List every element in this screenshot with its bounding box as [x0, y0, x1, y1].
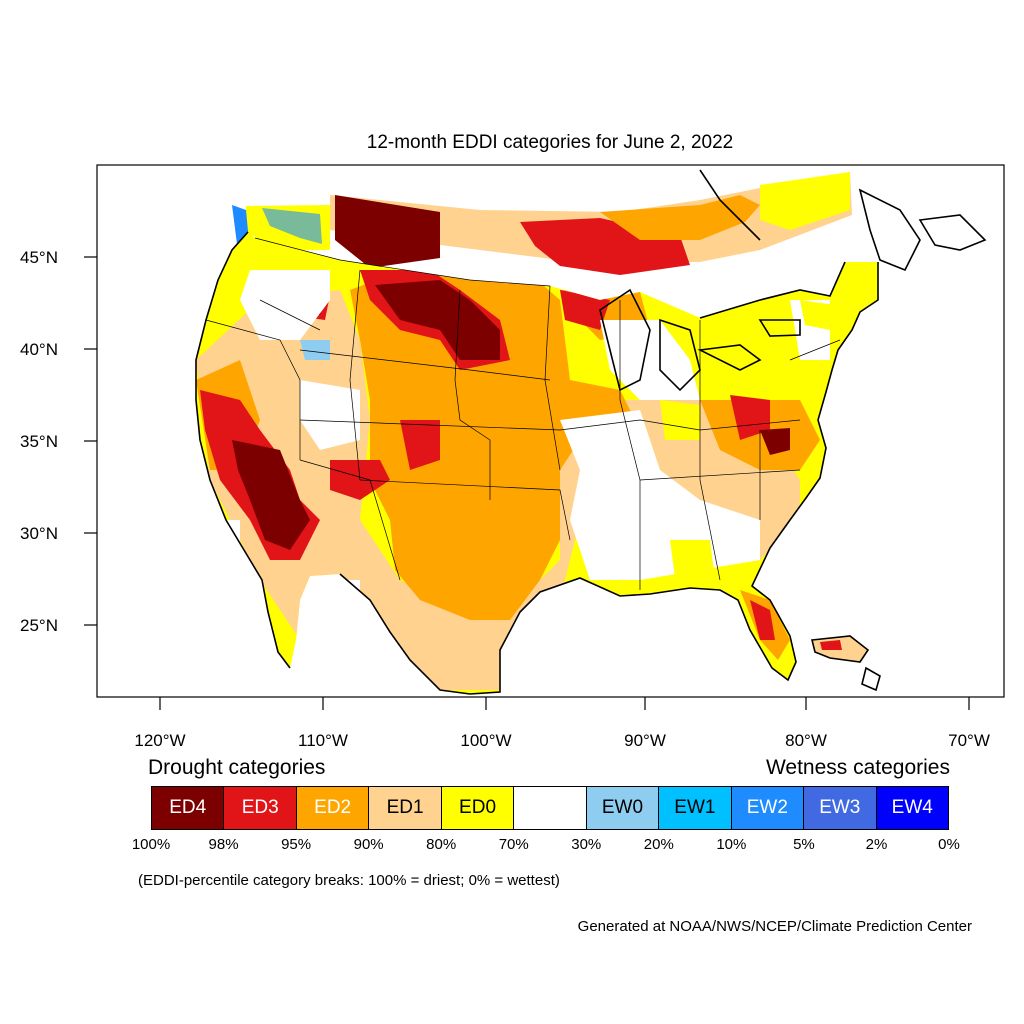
legend-cell-ed2: ED2: [296, 787, 370, 829]
legend-cell-ew3: EW3: [804, 787, 877, 829]
category-breaks-note: (EDDI-percentile category breaks: 100% =…: [138, 872, 560, 889]
legend-cell-ed4: ED4: [152, 787, 225, 829]
percent-break-label: 98%: [208, 836, 239, 853]
legend-cell-ed0: ED0: [441, 787, 515, 829]
percent-break-label: 5%: [793, 836, 815, 853]
drought-heading: Drought categories: [148, 756, 326, 779]
legend-cell-ew0: EW0: [586, 787, 660, 829]
credit-line: Generated at NOAA/NWS/NCEP/Climate Predi…: [577, 918, 972, 935]
lat-label-40: 40°N: [20, 340, 58, 359]
percent-break-label: 2%: [865, 836, 888, 853]
legend-colorbar: ED4 ED3 ED2 ED1 ED0 EW0 EW1 EW2 EW3 EW4: [151, 786, 949, 830]
legend-headings: Drought categories Wetness categories: [148, 756, 950, 782]
legend-cell-ew4: EW4: [876, 787, 948, 829]
lon-label-80: 80°W: [785, 731, 827, 750]
legend-cell-ew1: EW1: [659, 787, 732, 829]
lon-label-120: 120°W: [134, 731, 185, 750]
legend-cell-ed1: ED1: [369, 787, 442, 829]
lat-label-30: 30°N: [20, 524, 58, 543]
lon-label-70: 70°W: [948, 731, 990, 750]
legend-percent-breaks: 100% 98% 95% 90% 80% 70% 30% 20% 10% 5% 2% 0%: [132, 836, 960, 856]
coastlines: [195, 169, 987, 695]
latitude-axis: 45°N 40°N 35°N 30°N 25°N: [20, 248, 97, 635]
percent-break-label: 95%: [281, 836, 312, 853]
legend-cell-normal: [514, 787, 587, 829]
lat-label-25: 25°N: [20, 616, 58, 635]
canada-drought-strip: [232, 172, 852, 275]
lat-label-35: 35°N: [20, 432, 58, 451]
longitude-axis: 120°W 110°W 100°W 90°W 80°W 70°W: [134, 697, 990, 750]
percent-break-label: 80%: [426, 836, 457, 853]
caribbean-shading: [812, 636, 868, 662]
state-boundaries: [205, 237, 841, 590]
lat-label-45: 45°N: [20, 248, 58, 267]
map-title: 12-month EDDI categories for June 2, 202…: [366, 132, 734, 153]
percent-break-label: 0%: [938, 836, 960, 853]
percent-break-label: 10%: [716, 836, 747, 853]
lon-label-90: 90°W: [624, 731, 666, 750]
percent-break-label: 70%: [498, 836, 529, 853]
percent-break-label: 20%: [643, 836, 674, 853]
eddi-map: 45°N 40°N 35°N 30°N 25°N 120°W 110°W 100…: [20, 164, 1005, 750]
percent-break-label: 100%: [131, 836, 171, 853]
lon-label-100: 100°W: [460, 731, 511, 750]
legend-cell-ed3: ED3: [224, 787, 297, 829]
wetness-heading: Wetness categories: [765, 756, 950, 779]
lon-label-110: 110°W: [298, 731, 348, 750]
percent-break-label: 30%: [571, 836, 602, 853]
percent-break-label: 90%: [353, 836, 384, 853]
legend-cell-ew2: EW2: [731, 787, 805, 829]
